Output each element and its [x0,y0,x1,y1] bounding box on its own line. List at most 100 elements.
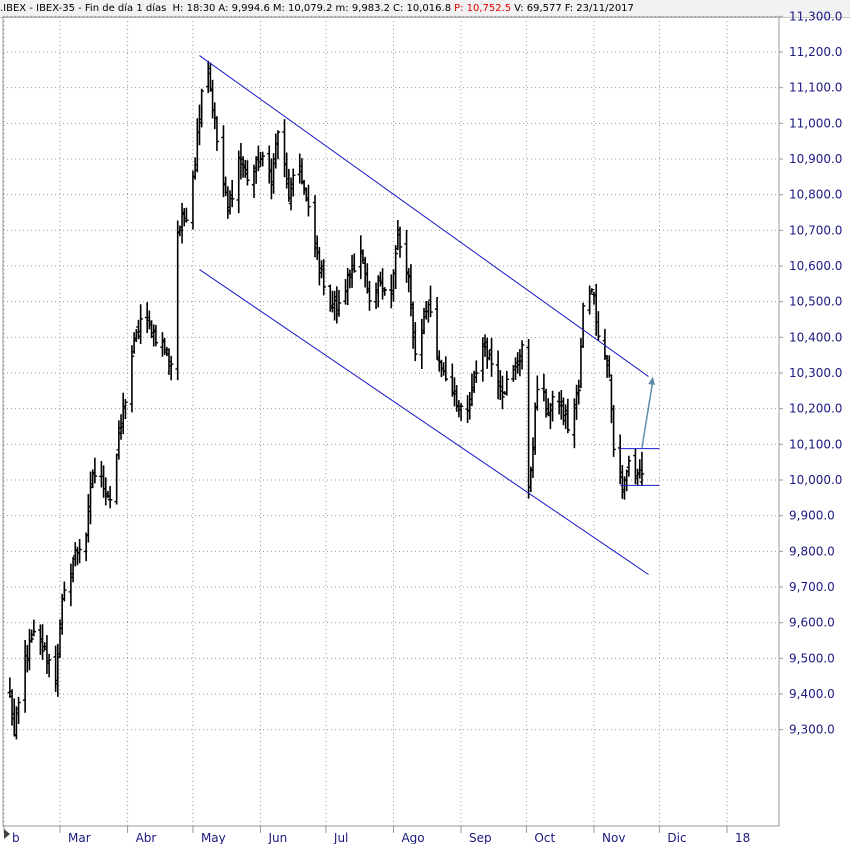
projection-arrow [641,380,654,449]
ohlc-bar [458,403,464,421]
ohlc-bar [336,289,342,317]
y-tick-label: 10,900.0 [789,152,842,166]
y-tick-label: 9,500.0 [789,651,835,665]
y-tick-label: 10,300.0 [789,366,842,380]
ohlc-bar [92,457,98,484]
ohlc-bar [321,259,326,296]
y-tick-label: 10,000.0 [789,473,842,487]
header-item-V: V: 69,577 [514,3,562,14]
ohlc-bar [31,619,37,637]
ohlc-bar [367,280,372,311]
header-item-F: F: 23/11/2017 [564,3,634,14]
instrument-label: .IBEX - IBEX-35 - Fin de día 1 días [0,3,167,14]
ohlc-bar [489,337,494,377]
x-tick-label: May [201,831,226,844]
y-tick-label: 11,300.0 [789,9,842,23]
y-axis: 11,300.0 11,200.0 11,100.0 11,000.0 10,900.0… [779,9,842,737]
ohlc-bar [393,245,398,290]
y-tick-label: 9,600.0 [789,616,835,630]
ohlc-bar [129,345,135,413]
y-tick-label: 11,200.0 [789,45,842,59]
ohlc-bar [397,226,403,258]
ohlc-bar [138,304,143,344]
ohlc-bar [519,340,525,370]
header-item-P: P: 10,752.5 [454,3,512,14]
ohlc-bar [256,145,261,172]
grid [2,15,780,827]
annotations [199,55,660,575]
ohlc-bar [62,581,67,602]
header-item-M: M: 10,079.2 [272,3,333,14]
x-tick-label: Sep [469,831,492,844]
x-tick-label: Ago [401,831,424,844]
x-tick-label: 18 [735,831,750,844]
ohlc-bar [123,399,128,420]
ohlc-bar [413,322,418,362]
y-tick-label: 9,300.0 [789,723,835,737]
y-tick-label: 11,100.0 [789,81,842,95]
ohlc-bar [639,451,645,486]
x-axis: b Mar Abr May Jun Jul Ago Sep Oct Nov Dic 18 [3,825,779,844]
channel-lower-line [199,269,649,575]
ohlc-bar [245,160,250,186]
ohlc-bar [153,324,159,347]
ohlc-bar [40,624,45,660]
ohlc-bar [587,285,592,315]
ohlc-bar [626,455,632,477]
ohlc-bar [229,180,235,208]
ohlc-bar [77,538,82,564]
ohlc-bar [580,302,586,348]
y-tick-label: 9,700.0 [789,580,835,594]
header-item-m: m: 9,983.2 [335,3,390,14]
ohlc-bar [214,116,220,151]
ohlc-bar [611,405,616,457]
ohlc-bar [306,184,311,217]
ohlc-bar [535,375,540,411]
x-tick-label: Mar [68,831,91,844]
x-tick-label: Abr [136,831,157,844]
channel-upper-line [199,55,649,377]
header-item-A: A: 9,994.6 [218,3,270,14]
ohlc-bar [550,390,555,422]
y-tick-label: 9,800.0 [789,544,835,558]
header-values: H: 18:30 A: 9,994.6 M: 10,079.2 m: 9,983.2 C… [173,3,637,14]
y-tick-label: 10,800.0 [789,188,842,202]
ohlc-bar [352,253,357,273]
price-bars [7,60,645,740]
ohlc-bar [504,370,510,396]
ohlc-bar [46,653,52,678]
ohlc-bar [565,398,571,434]
ohlc-bar [199,88,204,128]
ohlc-bar [168,355,174,381]
ohlc-bar [260,151,265,167]
x-tick-label: Jun [268,831,288,844]
x-tick-label: Oct [534,831,555,844]
y-tick-label: 10,500.0 [789,295,842,309]
header-item-C: C: 10,016.8 [393,3,452,14]
ohlc-bar [443,356,448,382]
ohlc-bar [107,486,113,509]
y-tick-label: 11,000.0 [789,116,842,130]
ohlc-bar [576,379,581,405]
x-tick-label: Dic [667,831,686,844]
scroll-left-arrow[interactable] [4,829,10,839]
ohlc-bar [175,220,180,381]
y-tick-label: 10,600.0 [789,259,842,273]
y-tick-label: 10,400.0 [789,330,842,344]
ohlc-bar [29,629,34,643]
ohlc-bar [428,285,433,318]
y-tick-label: 9,900.0 [789,509,835,523]
x-tick-label: Nov [602,831,625,844]
projection-arrowhead [648,376,656,386]
ohlc-bar [382,287,387,296]
ohlc-bar [596,311,601,342]
ohlc-bar [16,696,21,724]
ohlc-bar [275,130,281,160]
ohlc-bar [291,168,296,197]
ohlc-bar [184,207,189,223]
y-tick-label: 10,100.0 [789,437,842,451]
y-tick-label: 10,700.0 [789,223,842,237]
x-tick-label: b [12,831,20,844]
